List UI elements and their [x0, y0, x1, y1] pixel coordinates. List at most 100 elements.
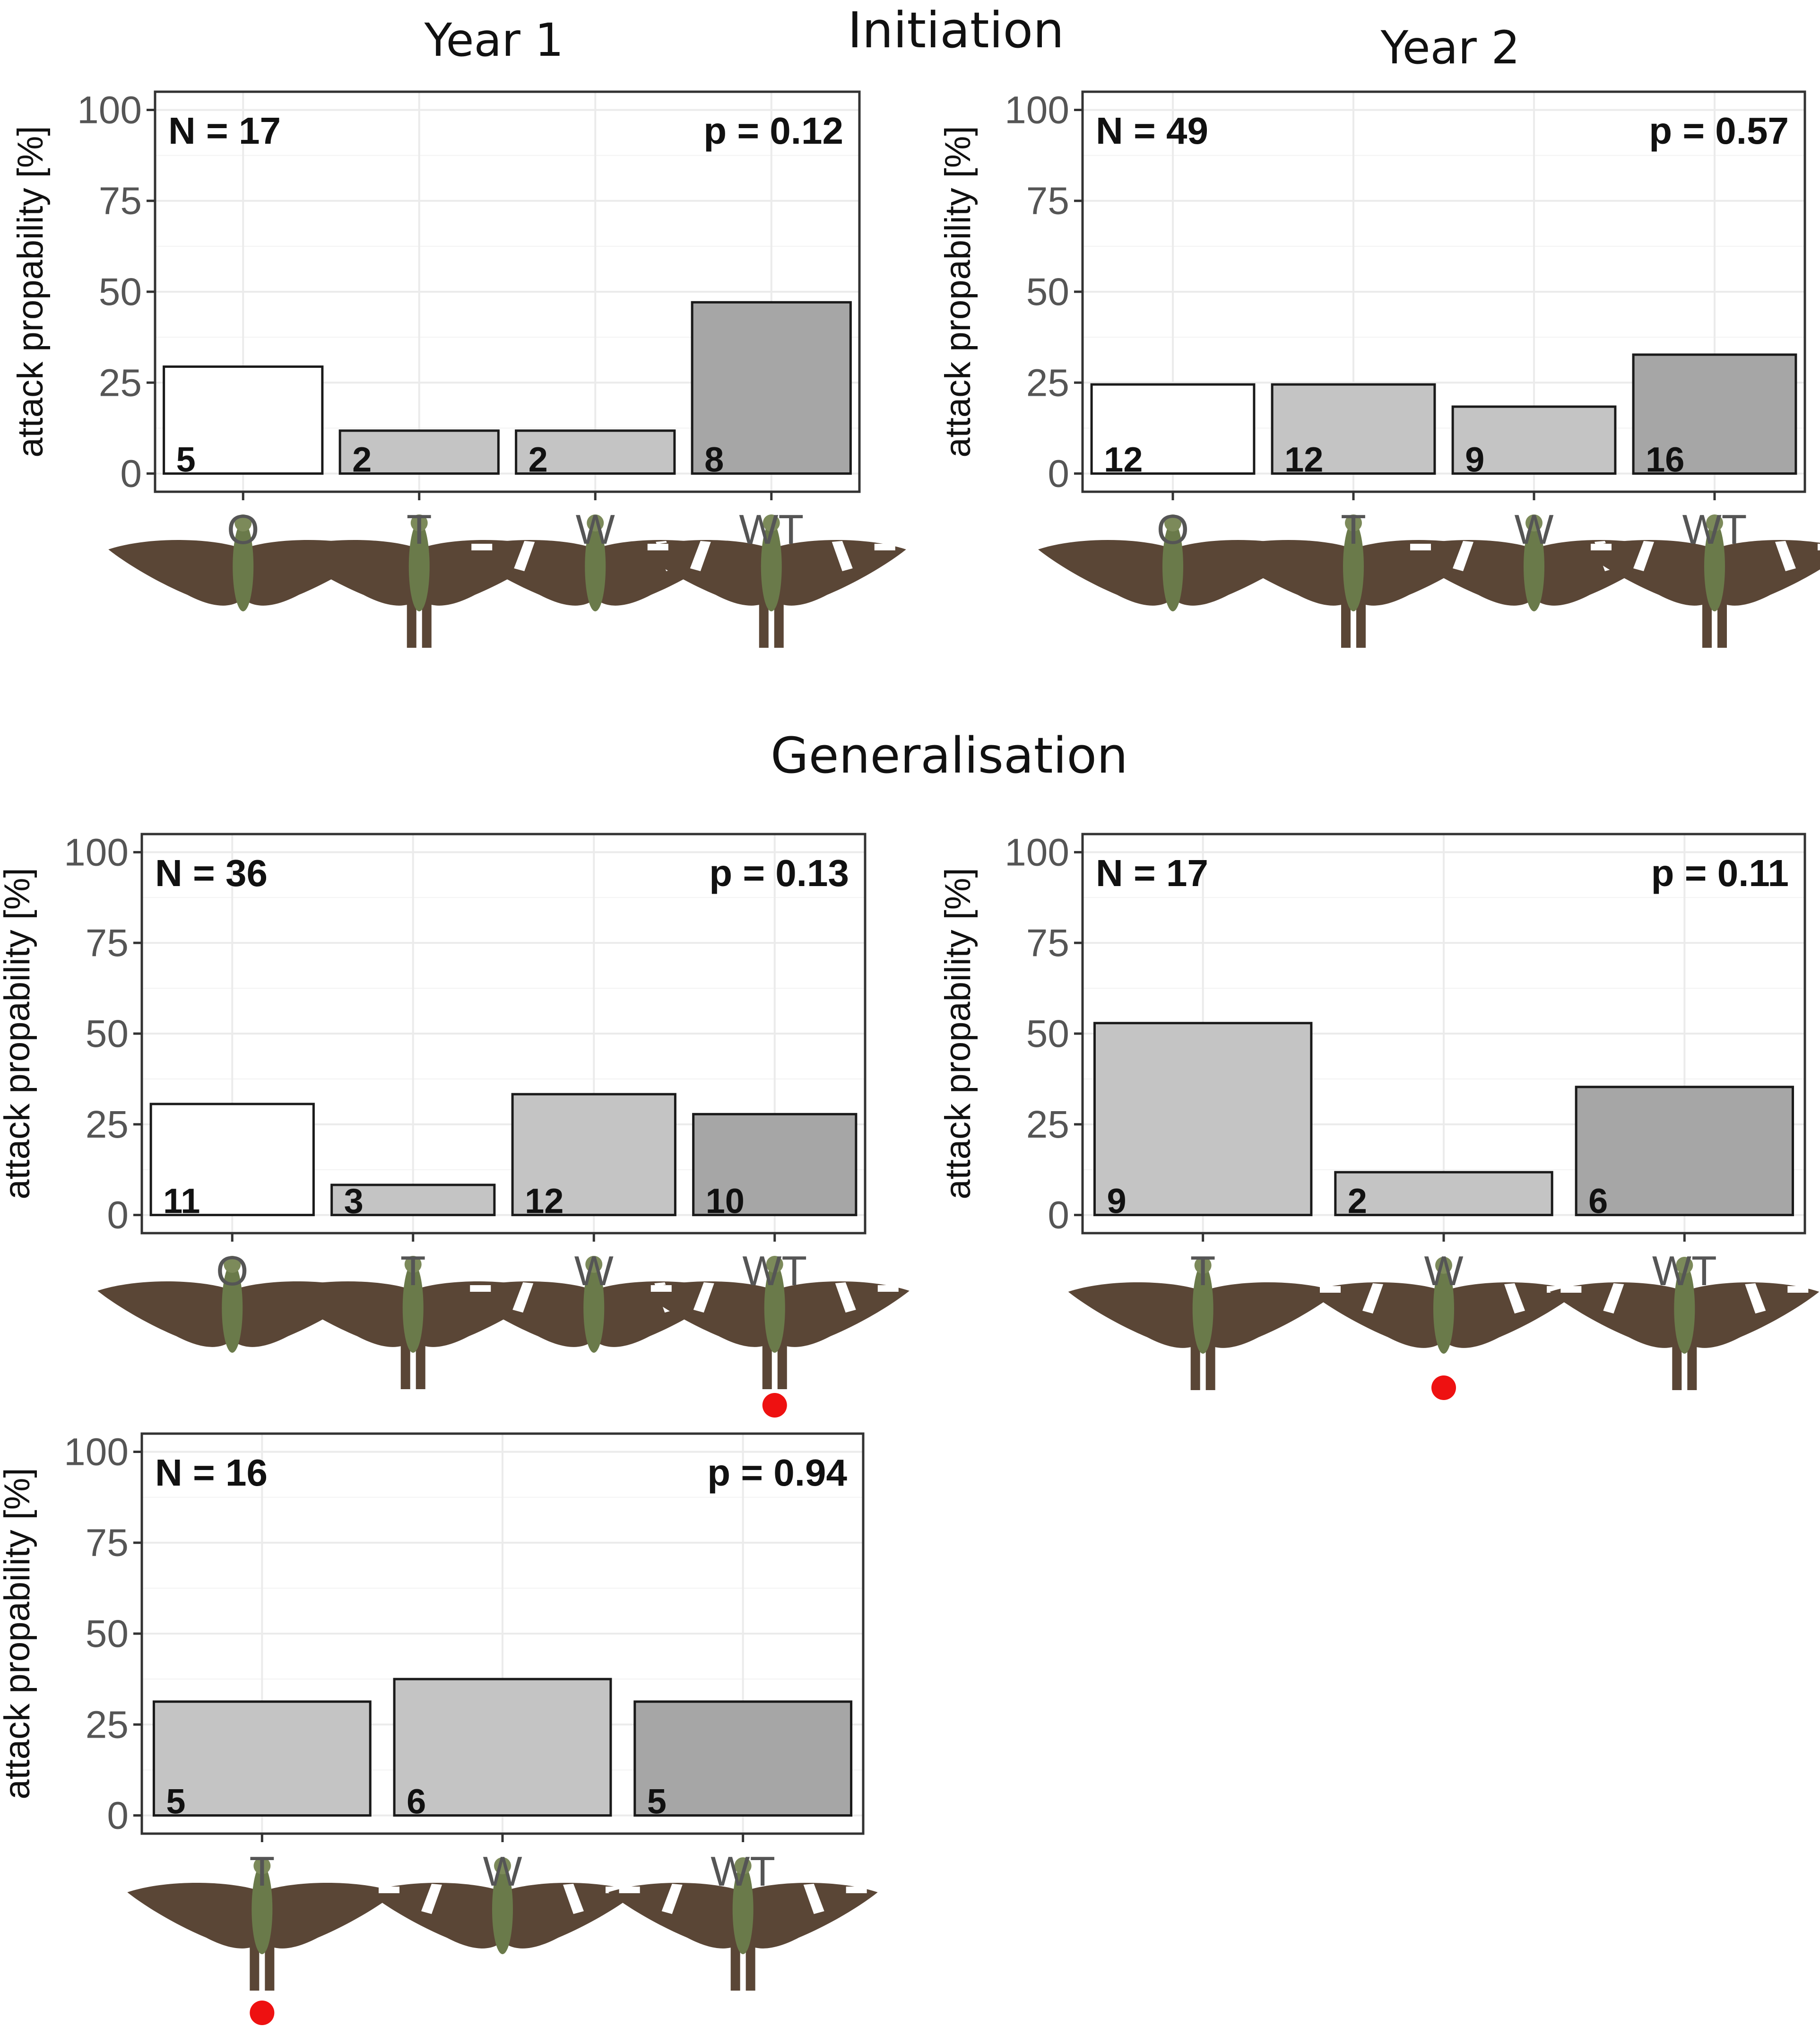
bar-wt [1632, 353, 1797, 475]
x-category-label-wt: WT [742, 1247, 807, 1294]
bar-count-label-t: 3 [344, 1182, 364, 1221]
butterfly-right-wing-wt [778, 1281, 910, 1347]
title-initiation: Initiation [848, 1, 1064, 59]
butterfly-left-wing-o [108, 540, 240, 606]
x-category-label-w: W [576, 506, 615, 553]
butterfly-body-o [1162, 522, 1183, 611]
bar-t [1093, 1022, 1313, 1217]
y-tick-label: 100 [1005, 88, 1069, 131]
butterfly-left-wing-w [368, 1883, 499, 1949]
bar-t [338, 429, 500, 475]
butterfly-head-t [253, 1857, 271, 1874]
y-tick-label: 0 [1048, 452, 1069, 496]
butterfly-head-wt [763, 514, 780, 531]
butterfly-head-w [585, 1256, 603, 1273]
butterfly-head-t [1345, 514, 1362, 531]
x-category-label-wt: WT [739, 506, 804, 553]
y-tick-label: 75 [1026, 922, 1069, 965]
butterfly-body-o [222, 1263, 243, 1353]
x-category-label-wt: WT [1652, 1247, 1717, 1294]
butterfly-head-o [224, 1256, 241, 1273]
butterfly-left-wing-t [127, 1883, 259, 1949]
chart-panel-initiation-year-1: 5 2 2 8 N = 17 p = 0.12 0 25 50 75 100 attack propa… [10, 88, 906, 648]
p-value-label: p = 0.13 [709, 852, 849, 894]
butterfly-left-wing-wt [636, 540, 768, 606]
butterfly-white-band-right-wt [1775, 541, 1796, 571]
butterfly-left-wing-wt [1580, 540, 1711, 606]
butterfly-body-wt [1704, 522, 1725, 611]
bar-wt [691, 301, 852, 475]
butterfly-right-wing-wt [1688, 1282, 1820, 1348]
bar-t [330, 1183, 496, 1217]
butterfly-body-w [583, 1263, 605, 1353]
trained-stimulus-marker [250, 2001, 275, 2025]
x-category-label-w: W [483, 1848, 522, 1895]
butterfly-left-wing-wt [608, 1883, 739, 1949]
bar-count-label-wt: 8 [704, 440, 724, 479]
butterfly-white-band-right-w [563, 1884, 584, 1914]
butterfly-left-wing-t [284, 540, 416, 606]
butterfly-body-w [585, 522, 606, 611]
bar-count-label-o: 11 [163, 1182, 200, 1221]
butterfly-right-wing-t [1206, 1282, 1338, 1348]
butterfly-left-wing-o [97, 1281, 229, 1347]
butterfly-white-spot-left-wt [619, 1887, 640, 1893]
butterfly-white-spot-left-w [470, 1285, 491, 1292]
butterfly-white-band-left-w [1453, 541, 1473, 571]
butterfly-right-wing-w [1447, 1282, 1578, 1348]
y-tick-label: 50 [1026, 270, 1069, 313]
bar-count-label-o: 5 [176, 440, 196, 479]
y-tick-label: 0 [107, 1194, 129, 1237]
butterfly-left-wing-t [1068, 1282, 1199, 1348]
bar-count-label-w: 6 [407, 1782, 426, 1821]
x-category-label-o: O [1157, 506, 1189, 553]
y-tick-label: 25 [86, 1103, 129, 1146]
butterfly-white-spot-right-wt [1787, 1286, 1809, 1293]
chart-panel-generalisation-bottom: 5 6 5 N = 16 p = 0.94 0 25 50 75 100 attack propab… [0, 1430, 878, 2025]
butterfly-head-w [1525, 514, 1543, 531]
x-category-label-wt: WT [711, 1848, 775, 1895]
butterfly-head-wt [1676, 1257, 1693, 1274]
butterfly-white-band-left-w [514, 541, 535, 571]
y-tick-label: 100 [64, 1430, 129, 1473]
butterfly-head-w [587, 514, 604, 531]
butterfly-white-spot-right-wt [1818, 544, 1820, 550]
butterfly-body-t [251, 1864, 273, 1954]
bar-count-label-t: 12 [1284, 440, 1323, 479]
butterfly-right-wing-wt [1718, 540, 1820, 606]
butterfly-white-spot-left-wt [1560, 1286, 1582, 1293]
butterfly-white-band-right-wt [832, 541, 853, 571]
sample-size-label: N = 49 [1096, 110, 1208, 152]
bar-o [163, 365, 324, 475]
butterfly-white-spot-left-wt [650, 1285, 672, 1292]
x-category-label-t: T [249, 1848, 275, 1895]
y-axis-label: attack propability [%] [938, 868, 978, 1199]
x-category-label-t: T [1190, 1247, 1216, 1294]
y-tick-label: 100 [1005, 831, 1069, 874]
butterfly-white-band-right-w [1504, 1283, 1525, 1314]
butterfly-left-wing-w [1309, 1282, 1440, 1348]
x-category-label-w: W [574, 1247, 614, 1294]
bar-count-label-wt: 10 [706, 1182, 745, 1221]
y-tick-label: 25 [86, 1703, 129, 1746]
bar-wt [633, 1700, 853, 1817]
bar-t [152, 1700, 372, 1817]
x-category-label-w: W [1424, 1247, 1463, 1294]
bar-count-label-w: 2 [1348, 1182, 1367, 1221]
butterfly-white-band-left-wt [690, 541, 711, 571]
butterfly-white-spot-right-wt [846, 1887, 867, 1893]
bar-o [1090, 383, 1256, 475]
sample-size-label: N = 17 [1096, 852, 1208, 894]
butterfly-white-spot-right-wt [874, 544, 895, 550]
butterfly-body-w [492, 1864, 513, 1954]
bar-count-label-w: 9 [1465, 440, 1484, 479]
bar-count-label-wt: 16 [1646, 440, 1684, 479]
butterfly-head-t [404, 1256, 422, 1273]
bar-count-label-o: 12 [1104, 440, 1143, 479]
butterfly-left-wing-w [1399, 540, 1530, 606]
butterfly-right-wing-wt [775, 540, 906, 606]
butterfly-white-band-left-wt [661, 1884, 683, 1914]
butterfly-white-spot-left-w [1410, 544, 1431, 550]
bar-count-label-wt: 5 [647, 1782, 667, 1821]
